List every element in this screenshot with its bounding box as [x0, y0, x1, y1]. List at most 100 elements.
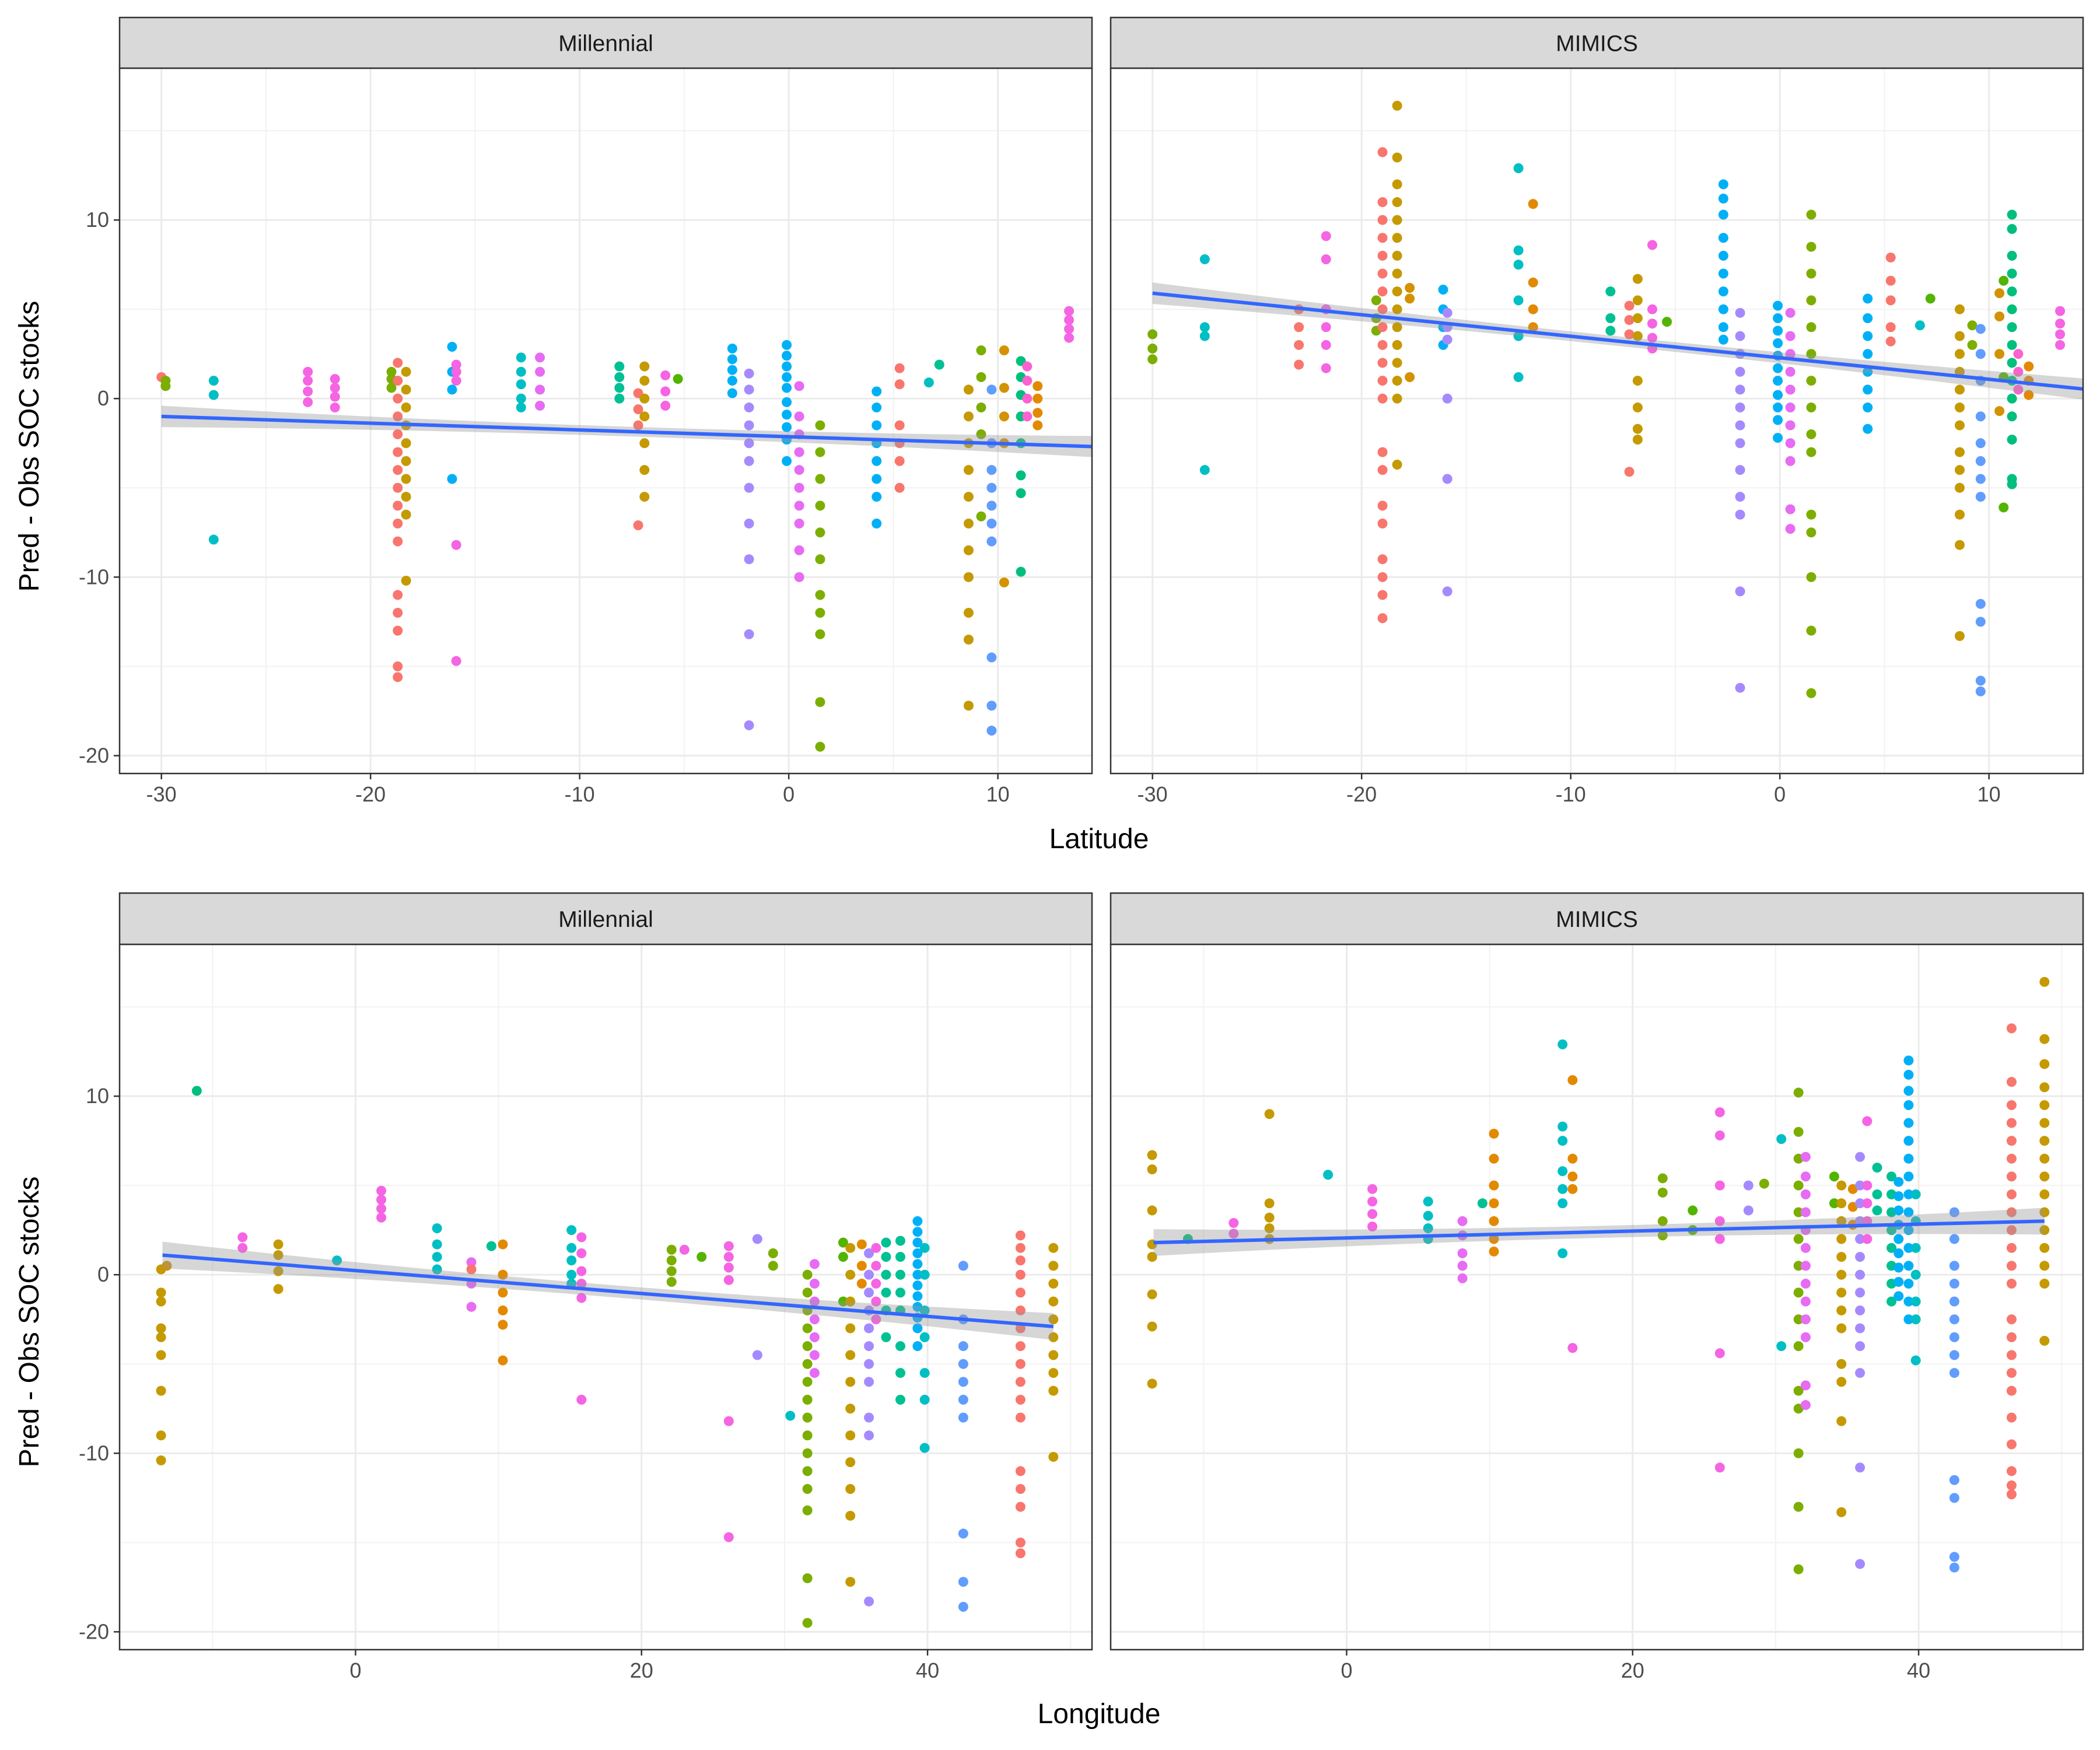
- data-point: [666, 1244, 677, 1255]
- data-point: [1887, 1225, 1897, 1236]
- data-point: [330, 402, 340, 413]
- data-point: [976, 511, 986, 522]
- data-point: [1800, 1171, 1811, 1182]
- data-point: [393, 590, 403, 600]
- data-point: [1862, 1116, 1873, 1126]
- data-point: [1975, 617, 1986, 627]
- data-point: [376, 1185, 387, 1196]
- data-point: [393, 501, 403, 511]
- data-point: [912, 1227, 923, 1237]
- data-point: [744, 420, 754, 430]
- data-point: [1903, 1261, 1914, 1271]
- data-point: [1910, 1314, 1921, 1325]
- data-point: [794, 447, 804, 457]
- data-point: [1377, 590, 1388, 600]
- data-point: [1773, 338, 1783, 348]
- data-point: [723, 1262, 734, 1273]
- data-point: [1954, 366, 1965, 377]
- data-point: [1718, 334, 1728, 345]
- data-point: [723, 1252, 734, 1262]
- data-point: [1735, 366, 1745, 377]
- data-point: [386, 366, 397, 377]
- data-point: [1015, 1269, 1026, 1280]
- data-point: [752, 1234, 762, 1244]
- data-point: [535, 384, 545, 395]
- data-point: [1015, 1305, 1026, 1315]
- data-point: [809, 1350, 820, 1360]
- data-point: [1632, 331, 1643, 341]
- data-point: [576, 1394, 587, 1405]
- data-point: [1894, 1234, 1904, 1244]
- data-point: [2007, 358, 2017, 368]
- data-point: [1392, 376, 1402, 386]
- data-point: [1489, 1180, 1499, 1191]
- data-point: [802, 1618, 813, 1628]
- data-point: [958, 1394, 968, 1405]
- data-point: [845, 1577, 856, 1587]
- data-point: [1015, 1484, 1026, 1494]
- data-point: [1885, 322, 1896, 332]
- data-point: [156, 1430, 166, 1441]
- data-point: [156, 1332, 166, 1342]
- data-point: [1147, 354, 1158, 365]
- data-point: [1718, 233, 1728, 243]
- data-point: [794, 518, 804, 528]
- data-point: [156, 1296, 166, 1307]
- data-point: [864, 1377, 874, 1387]
- data-point: [1632, 376, 1643, 386]
- data-point: [2039, 1225, 2050, 1236]
- data-point: [447, 384, 457, 395]
- data-point: [1528, 199, 1538, 209]
- data-point: [1735, 402, 1745, 413]
- trend-line: [1153, 1219, 2045, 1245]
- data-point: [1994, 406, 2005, 416]
- data-point: [1836, 1359, 1847, 1369]
- data-point: [2007, 393, 2017, 404]
- data-point: [1442, 393, 1452, 404]
- data-points: [1147, 977, 2050, 1574]
- data-point: [1863, 366, 1873, 377]
- data-point: [2006, 1261, 2017, 1271]
- data-point: [1800, 1242, 1811, 1253]
- data-point: [1405, 293, 1415, 304]
- data-point: [566, 1242, 577, 1253]
- data-point: [393, 429, 403, 439]
- data-point: [809, 1259, 820, 1269]
- data-point: [1528, 304, 1538, 314]
- data-point: [633, 420, 643, 430]
- data-point: [447, 474, 457, 484]
- data-point: [1785, 331, 1796, 341]
- data-point: [516, 366, 526, 377]
- data-point: [838, 1237, 848, 1248]
- data-point: [466, 1264, 477, 1275]
- data-point: [393, 672, 403, 682]
- data-point: [1806, 349, 1817, 359]
- data-point: [1405, 282, 1415, 293]
- data-point: [768, 1261, 778, 1271]
- data-point: [1975, 456, 1986, 466]
- data-point: [1793, 1448, 1804, 1458]
- data-point: [963, 572, 974, 582]
- data-point: [2007, 250, 2017, 261]
- data-point: [1147, 1289, 1157, 1300]
- data-point: [451, 359, 461, 370]
- data-point: [1949, 1493, 1959, 1503]
- data-point: [1885, 275, 1896, 286]
- data-point: [393, 411, 403, 422]
- data-point: [1294, 340, 1304, 350]
- data-point: [432, 1252, 442, 1262]
- x-tick-label: 10: [1978, 782, 2001, 806]
- data-point: [2007, 411, 2017, 422]
- data-point: [1558, 1184, 1568, 1194]
- data-point: [516, 379, 526, 390]
- data-point: [516, 402, 526, 413]
- data-point: [1910, 1242, 1921, 1253]
- data-point: [1894, 1177, 1904, 1187]
- data-point: [1016, 566, 1026, 577]
- data-point: [802, 1287, 813, 1298]
- data-point: [1855, 1368, 1866, 1378]
- data-point: [1264, 1109, 1275, 1119]
- data-point: [1735, 384, 1745, 395]
- data-point: [963, 518, 974, 528]
- data-point: [838, 1296, 848, 1307]
